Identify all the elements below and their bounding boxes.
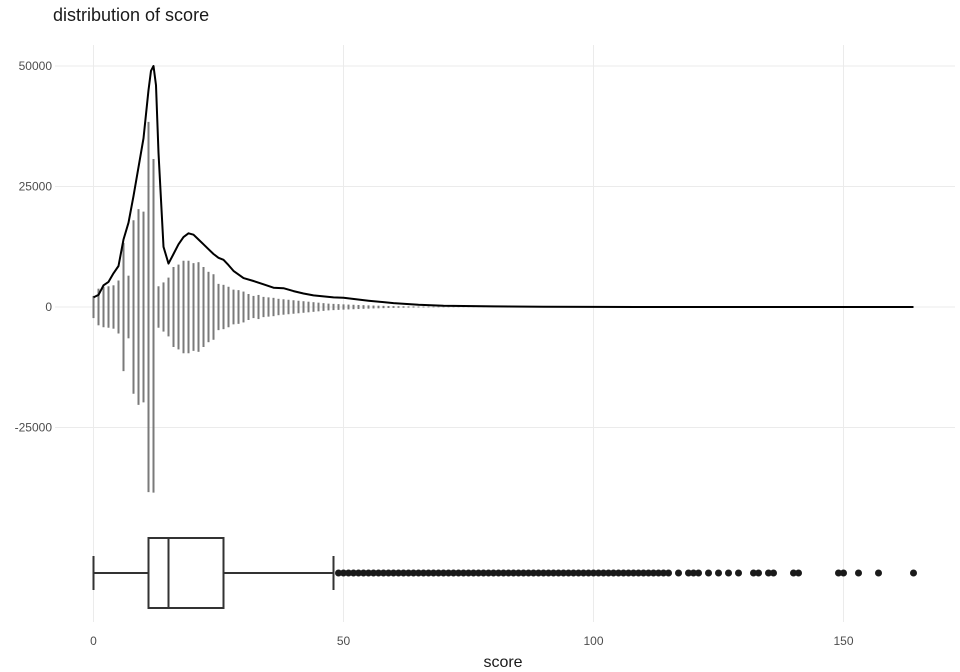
boxplot-outlier [435, 569, 442, 577]
boxplot-outlier [735, 569, 742, 577]
boxplot-outlier [585, 569, 592, 577]
boxplot-outlier [790, 569, 797, 577]
boxplot-outlier [835, 569, 842, 577]
boxplot-outlier [575, 569, 582, 577]
y-tick-label: -25000 [15, 421, 53, 435]
boxplot-outlier [360, 569, 367, 577]
boxplot-box [147, 537, 225, 609]
boxplot-outlier [475, 569, 482, 577]
x-tick-label: 0 [90, 634, 97, 648]
boxplot-outlier [755, 569, 762, 577]
boxplot-outlier [615, 569, 622, 577]
boxplot-outlier [395, 569, 402, 577]
boxplot-outlier [375, 569, 382, 577]
boxplot-outlier [555, 569, 562, 577]
boxplot-outlier [410, 569, 417, 577]
boxplot-outlier [530, 569, 537, 577]
boxplot-outlier [525, 569, 532, 577]
boxplot-outlier [510, 569, 517, 577]
boxplot-outlier [580, 569, 587, 577]
boxplot-outlier [430, 569, 437, 577]
boxplot-outlier [515, 569, 522, 577]
boxplot-outlier [690, 569, 697, 577]
boxplot-outlier [370, 569, 377, 577]
boxplot-outlier [540, 569, 547, 577]
boxplot-outlier [725, 569, 732, 577]
boxplot-outlier [560, 569, 567, 577]
boxplot-outlier [620, 569, 627, 577]
boxplot-outlier [465, 569, 472, 577]
boxplot-outlier [445, 569, 452, 577]
boxplot-outlier [635, 569, 642, 577]
boxplot-outlier [390, 569, 397, 577]
boxplot-outlier [400, 569, 407, 577]
boxplot-outlier [655, 569, 662, 577]
boxplot-outlier [855, 569, 862, 577]
boxplot-outlier [520, 569, 527, 577]
boxplot-outlier [590, 569, 597, 577]
boxplot-outlier [470, 569, 477, 577]
boxplot-outlier [665, 569, 672, 577]
boxplot-outlier [440, 569, 447, 577]
boxplot-outlier [650, 569, 657, 577]
boxplot-outlier [415, 569, 422, 577]
boxplot-outlier [405, 569, 412, 577]
boxplot-outlier [340, 569, 347, 577]
density-curve [93, 65, 914, 308]
boxplot-outlier [355, 569, 362, 577]
x-tick-label: 100 [583, 634, 603, 648]
boxplot-outlier [380, 569, 387, 577]
boxplot-outlier [765, 569, 772, 577]
boxplot-outlier [455, 569, 462, 577]
boxplot-outlier [795, 569, 802, 577]
boxplot-outlier [420, 569, 427, 577]
boxplot-outlier [715, 569, 722, 577]
x-tick-label: 150 [833, 634, 853, 648]
boxplot-outlier [425, 569, 432, 577]
boxplot-outlier [600, 569, 607, 577]
boxplot-outlier [770, 569, 777, 577]
chart-title: distribution of score [53, 5, 210, 25]
boxplot-outlier [450, 569, 457, 577]
boxplot-outlier [910, 569, 917, 577]
boxplot-outlier [345, 569, 352, 577]
boxplot-outlier [640, 569, 647, 577]
boxplot-outlier [460, 569, 467, 577]
boxplot-outlier [335, 569, 342, 577]
x-tick-label: 50 [337, 634, 351, 648]
boxplot-outlier [385, 569, 392, 577]
boxplot-outlier [645, 569, 652, 577]
boxplot-outlier [485, 569, 492, 577]
boxplot-outlier [570, 569, 577, 577]
boxplot-outlier [685, 569, 692, 577]
boxplot-outlier [610, 569, 617, 577]
boxplot-outlier [705, 569, 712, 577]
boxplot-outlier [875, 569, 882, 577]
boxplot-outlier [365, 569, 372, 577]
boxplot-outlier [500, 569, 507, 577]
boxplot-outlier [490, 569, 497, 577]
boxplot-outlier [660, 569, 667, 577]
boxplot-outlier [695, 569, 702, 577]
boxplot-outlier [535, 569, 542, 577]
boxplot-outlier [595, 569, 602, 577]
boxplot-outlier [750, 569, 757, 577]
boxplot-outlier [840, 569, 847, 577]
boxplot-outlier [605, 569, 612, 577]
y-tick-label: 50000 [19, 59, 53, 73]
boxplot-outlier [545, 569, 552, 577]
boxplot-outlier [675, 569, 682, 577]
boxplot-outlier [495, 569, 502, 577]
y-tick-label: 25000 [19, 180, 53, 194]
boxplot-outlier [480, 569, 487, 577]
boxplot-outlier [630, 569, 637, 577]
boxplot-outlier [350, 569, 357, 577]
boxplot-outlier [565, 569, 572, 577]
x-axis-title: score [483, 654, 522, 671]
boxplot-outlier [625, 569, 632, 577]
y-tick-label: 0 [45, 300, 52, 314]
boxplot-outlier [550, 569, 557, 577]
boxplot-outlier [505, 569, 512, 577]
